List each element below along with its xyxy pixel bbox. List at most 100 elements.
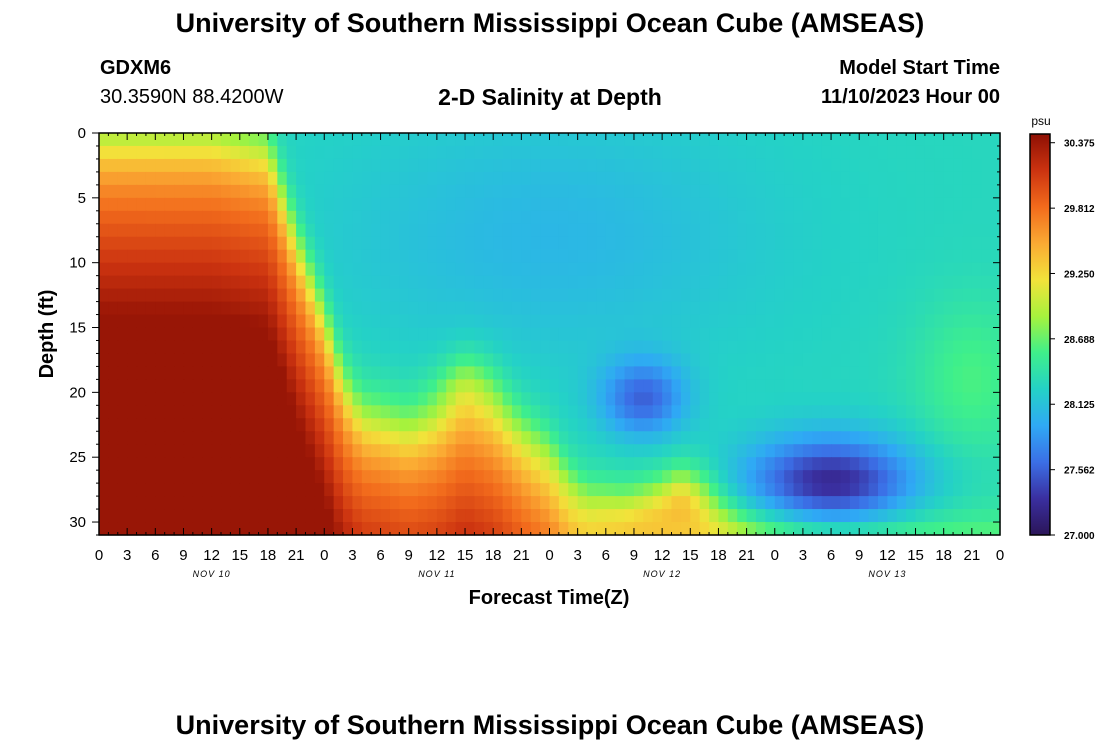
heatmap-cell (408, 262, 419, 277)
heatmap-cell (408, 418, 419, 432)
heatmap-cell (990, 262, 1001, 277)
heatmap-cell (127, 197, 138, 212)
heatmap-cell (577, 470, 588, 484)
heatmap-cell (192, 314, 203, 329)
heatmap-cell (324, 327, 335, 342)
heatmap-cell (455, 262, 466, 277)
heatmap-cell (530, 210, 541, 225)
heatmap-cell (446, 249, 457, 264)
heatmap-cell (971, 145, 982, 160)
heatmap-cell (296, 353, 307, 368)
heatmap-cell (286, 236, 297, 251)
heatmap-cell (446, 496, 457, 510)
heatmap-cell (924, 145, 935, 160)
heatmap-cell (455, 366, 466, 380)
heatmap-cell (145, 145, 156, 160)
heatmap-cell (314, 275, 325, 290)
heatmap-cell (418, 197, 429, 212)
heatmap-cell (699, 379, 710, 393)
heatmap-cell (718, 236, 729, 251)
heatmap-cell (343, 184, 354, 199)
heatmap-cell (877, 379, 888, 393)
heatmap-cell (971, 353, 982, 368)
heatmap-cell (558, 171, 569, 186)
heatmap-cell (924, 457, 935, 471)
heatmap-cell (267, 353, 278, 368)
heatmap-cell (877, 210, 888, 225)
heatmap-cell (934, 392, 945, 406)
heatmap-cell (802, 171, 813, 186)
heatmap-cell (155, 288, 166, 303)
heatmap-cell (258, 184, 269, 199)
heatmap-cell (812, 249, 823, 264)
heatmap-cell (258, 470, 269, 484)
heatmap-cell (981, 223, 992, 238)
heatmap-cell (249, 184, 260, 199)
heatmap-cell (943, 392, 954, 406)
heatmap-cell (127, 431, 138, 445)
heatmap-cell (962, 249, 973, 264)
heatmap-cell (389, 288, 400, 303)
heatmap-cell (361, 483, 372, 497)
heatmap-cell (755, 379, 766, 393)
heatmap-cell (483, 418, 494, 432)
heatmap-cell (502, 470, 513, 484)
heatmap-cell (840, 509, 851, 523)
heatmap-cell (389, 314, 400, 329)
heatmap-cell (746, 236, 757, 251)
heatmap-cell (174, 288, 185, 303)
heatmap-cell (530, 197, 541, 212)
heatmap-cell (127, 145, 138, 160)
heatmap-cell (924, 483, 935, 497)
heatmap-cell (258, 145, 269, 160)
heatmap-cell (399, 133, 410, 147)
heatmap-cell (117, 379, 128, 393)
heatmap-cell (774, 509, 785, 523)
heatmap-cell (896, 366, 907, 380)
heatmap-cell (577, 418, 588, 432)
heatmap-cell (812, 314, 823, 329)
heatmap-cell (633, 249, 644, 264)
heatmap-cell (155, 275, 166, 290)
heatmap-cell (192, 236, 203, 251)
heatmap-cell (680, 509, 691, 523)
heatmap-cell (352, 405, 363, 419)
heatmap-cell (145, 288, 156, 303)
heatmap-cell (962, 340, 973, 355)
heatmap-cell (108, 522, 119, 536)
heatmap-cell (324, 314, 335, 329)
heatmap-cell (690, 197, 701, 212)
heatmap-cell (671, 158, 682, 173)
heatmap-cell (493, 158, 504, 173)
heatmap-cell (812, 483, 823, 497)
heatmap-cell (183, 457, 194, 471)
heatmap-cell (230, 184, 241, 199)
heatmap-cell (221, 314, 231, 329)
heatmap-cell (812, 405, 823, 419)
heatmap-cell (887, 392, 898, 406)
heatmap-cell (277, 301, 288, 316)
heatmap-cell (643, 340, 654, 355)
heatmap-cell (896, 392, 907, 406)
heatmap-cell (662, 483, 673, 497)
heatmap-cell (249, 522, 260, 536)
heatmap-cell (812, 340, 823, 355)
heatmap-cell (934, 275, 945, 290)
heatmap-cell (324, 340, 335, 355)
heatmap-cell (652, 210, 663, 225)
heatmap-cell (483, 275, 494, 290)
heatmap-cell (183, 327, 194, 342)
heatmap-cell (117, 457, 128, 471)
heatmap-cell (821, 184, 832, 199)
heatmap-cell (305, 314, 316, 329)
heatmap-cell (502, 483, 513, 497)
heatmap-cell (849, 340, 860, 355)
heatmap-cell (680, 184, 691, 199)
heatmap-cell (746, 249, 757, 264)
heatmap-cell (389, 197, 400, 212)
heatmap-cell (596, 340, 607, 355)
heatmap-cell (286, 379, 297, 393)
heatmap-cell (568, 184, 579, 199)
heatmap-cell (521, 496, 532, 510)
heatmap-cell (727, 522, 738, 536)
